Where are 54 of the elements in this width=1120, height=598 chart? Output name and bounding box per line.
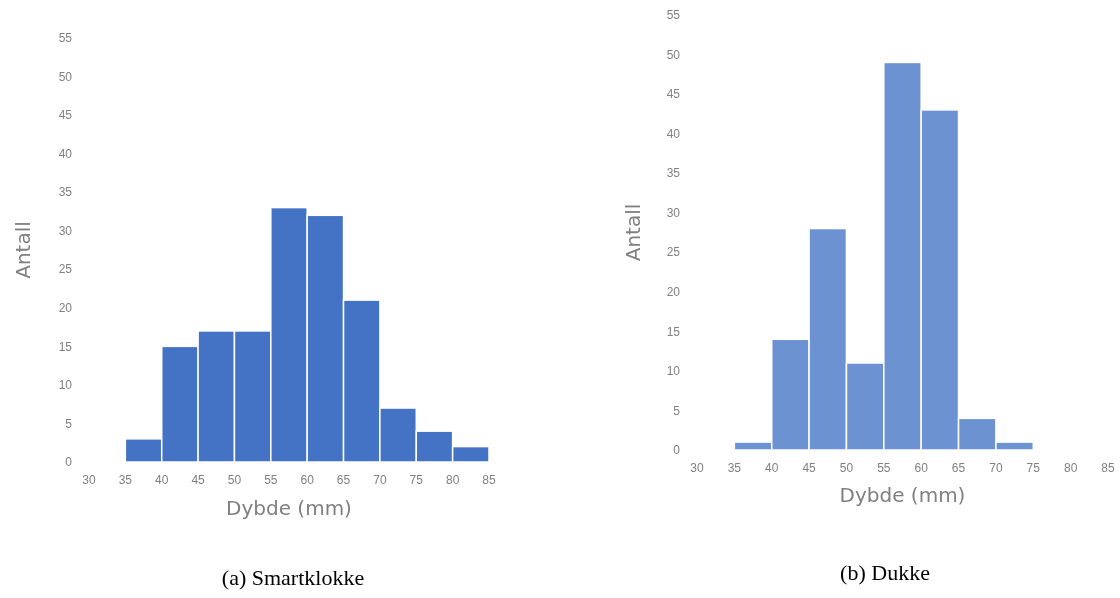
x-tick-label: 40 <box>155 473 169 487</box>
y-tick-label: 25 <box>666 245 681 260</box>
x-tick-label: 65 <box>951 461 966 475</box>
x-tick-label: 50 <box>839 461 854 475</box>
x-tick-label: 50 <box>227 473 242 487</box>
x-axis-title: Dybde (mm) <box>226 496 352 520</box>
y-tick-label: 55 <box>58 31 73 46</box>
y-tick-label: 55 <box>666 8 681 23</box>
x-tick-label: 35 <box>118 473 133 487</box>
y-tick-label: 0 <box>673 443 681 458</box>
y-tick-label: 20 <box>666 285 681 300</box>
y-tick-label: 35 <box>666 166 681 181</box>
x-tick-label: 70 <box>373 473 387 487</box>
y-axis-title: Antall <box>621 203 645 262</box>
y-tick-label: 30 <box>666 205 681 220</box>
x-tick-label: 30 <box>82 473 96 487</box>
x-tick-label: 60 <box>914 461 929 475</box>
x-tick-label: 65 <box>336 473 351 487</box>
x-tick-label: 45 <box>802 461 817 475</box>
y-tick-label: 15 <box>58 339 73 354</box>
x-tick-label: 55 <box>877 461 891 475</box>
y-tick-label: 45 <box>58 108 73 123</box>
x-tick-label: 75 <box>409 473 424 487</box>
x-tick-label: 75 <box>1026 461 1041 475</box>
x-tick-label: 40 <box>765 461 779 475</box>
x-tick-label: 55 <box>264 473 278 487</box>
y-tick-label: 40 <box>58 146 73 161</box>
y-tick-label: 5 <box>65 416 73 431</box>
y-tick-label: 30 <box>58 223 73 238</box>
x-tick-label: 85 <box>1101 461 1115 475</box>
y-tick-label: 10 <box>666 364 681 379</box>
y-tick-label: 25 <box>58 262 73 277</box>
x-tick-label: 45 <box>191 473 206 487</box>
y-tick-label: 10 <box>58 378 73 393</box>
y-tick-label: 45 <box>666 87 681 102</box>
y-tick-label: 5 <box>673 403 681 418</box>
y-tick-label: 15 <box>666 324 681 339</box>
y-tick-label: 35 <box>58 185 73 200</box>
x-tick-label: 60 <box>300 473 315 487</box>
x-tick-label: 85 <box>482 473 496 487</box>
x-tick-label: 80 <box>1063 461 1078 475</box>
y-tick-label: 50 <box>666 47 681 62</box>
x-tick-label: 35 <box>727 461 742 475</box>
x-tick-label: 80 <box>445 473 460 487</box>
y-tick-label: 50 <box>58 69 73 84</box>
x-tick-label: 30 <box>690 461 704 475</box>
y-tick-label: 0 <box>65 455 73 470</box>
y-axis-title: Antall <box>11 221 35 279</box>
x-axis-title: Dybde (mm) <box>839 483 966 507</box>
y-tick-label: 40 <box>666 126 681 141</box>
text: (a) Smartklokke <box>221 565 365 590</box>
y-tick-label: 20 <box>58 301 73 316</box>
x-tick-label: 70 <box>989 461 1003 475</box>
text: (b) Dukke <box>840 560 930 585</box>
